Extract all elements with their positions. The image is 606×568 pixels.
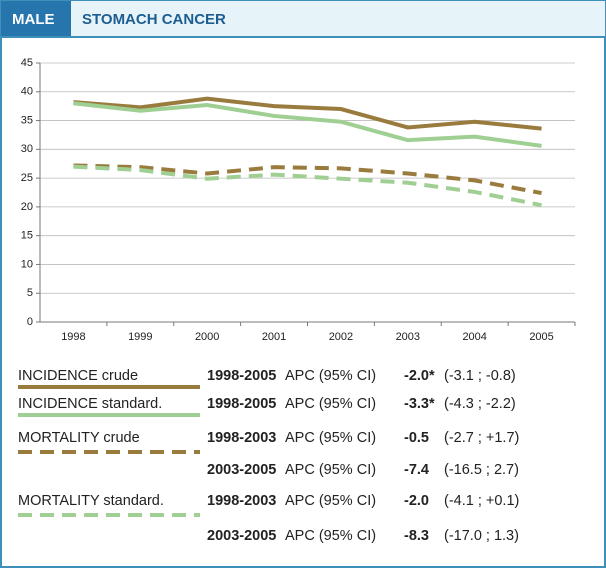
- y-tick-label: 30: [21, 143, 33, 155]
- trend-ci: (-4.3 ; -2.2): [444, 396, 516, 412]
- trend-apc: -3.3*: [404, 396, 435, 412]
- trend-period: 2003-2005: [207, 528, 276, 544]
- trend-apc-label: APC (95% CI): [285, 430, 376, 446]
- legend-label: MORTALITY crude: [18, 430, 140, 446]
- y-tick-label: 5: [27, 287, 33, 299]
- series-line: [73, 163, 542, 196]
- trend-ci: (-4.1 ; +0.1): [444, 493, 519, 509]
- trend-apc-label: APC (95% CI): [285, 493, 376, 509]
- chart-subtitle: STOMACH CANCER: [82, 11, 226, 28]
- trend-ci: (-17.0 ; 1.3): [444, 528, 519, 544]
- trend-ci: (-3.1 ; -0.8): [444, 368, 516, 384]
- x-tick-label: 2002: [329, 331, 353, 343]
- trend-ci: (-16.5 ; 2.7): [444, 462, 519, 478]
- series-line: [73, 96, 542, 131]
- y-tick-label: 40: [21, 86, 33, 98]
- x-tick-label: 1999: [128, 331, 152, 343]
- legend-label: MORTALITY standard.: [18, 493, 164, 509]
- trend-apc: -0.5: [404, 430, 429, 446]
- x-tick-label: 1998: [61, 331, 85, 343]
- trend-period: 2003-2005: [207, 462, 276, 478]
- y-tick-label: 15: [21, 230, 33, 242]
- header-bar: [1, 1, 605, 37]
- trend-period: 1998-2003: [207, 430, 276, 446]
- trend-apc-label: APC (95% CI): [285, 396, 376, 412]
- x-tick-label: 2005: [529, 331, 553, 343]
- trend-apc: -2.0: [404, 493, 429, 509]
- trend-apc-label: APC (95% CI): [285, 462, 376, 478]
- y-tick-label: 45: [21, 57, 33, 69]
- trend-period: 1998-2005: [207, 396, 276, 412]
- y-tick-label: 0: [27, 316, 33, 328]
- y-tick-label: 25: [21, 172, 33, 184]
- x-tick-label: 2003: [396, 331, 420, 343]
- legend-label: INCIDENCE standard.: [18, 396, 162, 412]
- trend-apc: -7.4: [404, 462, 429, 478]
- trend-apc: -2.0*: [404, 368, 435, 384]
- x-tick-label: 2001: [262, 331, 286, 343]
- trend-ci: (-2.7 ; +1.7): [444, 430, 519, 446]
- trend-apc-label: APC (95% CI): [285, 528, 376, 544]
- y-tick-label: 10: [21, 258, 33, 270]
- y-tick-label: 20: [21, 201, 33, 213]
- header-tag: [1, 1, 71, 37]
- series-line: [73, 101, 542, 148]
- trend-period: 1998-2005: [207, 368, 276, 384]
- series-line: [73, 164, 542, 208]
- x-tick-label: 2000: [195, 331, 219, 343]
- legend-label: INCIDENCE crude: [18, 368, 138, 384]
- chart-title: MALE: [12, 11, 55, 28]
- y-tick-label: 35: [21, 114, 33, 126]
- x-tick-label: 2004: [462, 331, 486, 343]
- trend-apc: -8.3: [404, 528, 429, 544]
- trend-apc-label: APC (95% CI): [285, 368, 376, 384]
- trend-period: 1998-2003: [207, 493, 276, 509]
